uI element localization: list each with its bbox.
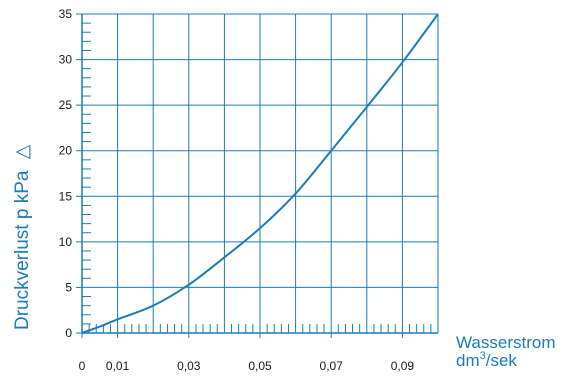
grid xyxy=(82,13,439,333)
y-axis-delta-symbol: △ xyxy=(12,144,33,159)
y-tick-label: 35 xyxy=(59,7,73,21)
series-group xyxy=(81,13,439,334)
y-tick-label: 5 xyxy=(65,280,72,294)
x-axis-unit-rest: /sek xyxy=(486,351,518,370)
x-axis-unit-sup: 3 xyxy=(480,350,486,362)
series-line xyxy=(81,13,439,334)
x-tick-label: 0 xyxy=(79,359,86,373)
y-axis-label-text: Druckverlust p kPa xyxy=(12,170,33,330)
y-tick-label: 15 xyxy=(59,189,73,203)
x-tick-label: 0,01 xyxy=(106,359,130,373)
y-tick-label: 25 xyxy=(59,98,73,112)
y-tick-label: 20 xyxy=(59,144,73,158)
x-tick-label: 0,09 xyxy=(391,359,415,373)
x-axis-label-line1: Wasserstrom xyxy=(456,333,556,352)
x-tick-label: 0,07 xyxy=(320,359,344,373)
y-tick-label: 30 xyxy=(59,53,73,67)
y-axis-label: Druckverlust p kPa △ xyxy=(12,144,33,330)
x-tick-label: 0,05 xyxy=(248,359,272,373)
minor-ticks xyxy=(82,22,432,333)
y-tick-label: 0 xyxy=(65,326,72,340)
y-tick-label: 10 xyxy=(59,235,73,249)
x-axis-label-line2: dm3/sek xyxy=(456,350,517,370)
x-axis-unit-base: dm xyxy=(456,351,480,370)
axes xyxy=(76,13,438,338)
x-tick-label: 0,03 xyxy=(177,359,201,373)
tick-labels: 0 5 10 15 20 25 30 35 0 0,01 0,03 0,05 0,07 0,09 xyxy=(59,7,415,373)
